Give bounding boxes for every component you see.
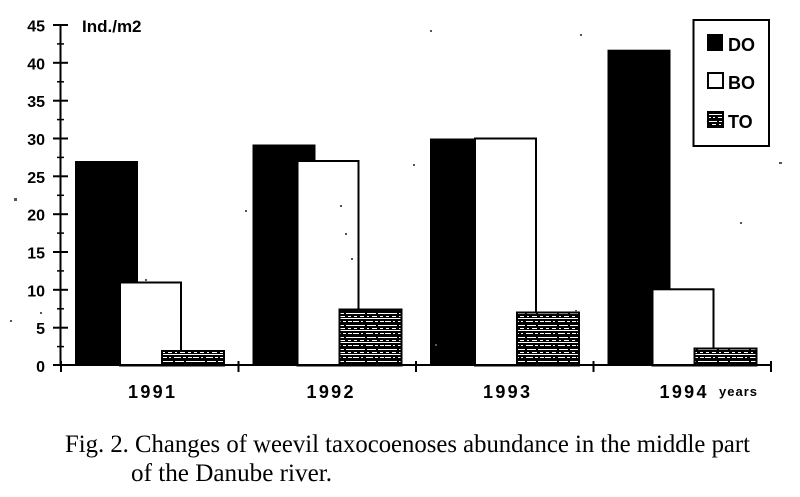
svg-text:1992: 1992 <box>307 382 354 402</box>
svg-text:30: 30 <box>27 132 45 149</box>
svg-text:TO: TO <box>728 112 753 132</box>
svg-text:years: years <box>719 384 757 399</box>
svg-text:of the Danube river.: of the Danube river. <box>131 460 332 487</box>
svg-text:5: 5 <box>36 321 45 338</box>
svg-text:25: 25 <box>27 170 45 187</box>
svg-text:1994: 1994 <box>660 382 707 402</box>
svg-text:40: 40 <box>27 56 45 73</box>
svg-text:Ind./m2: Ind./m2 <box>82 17 142 36</box>
svg-text:Fig. 2. Changes of weevil taxo: Fig. 2. Changes of weevil taxocoenoses a… <box>65 431 750 458</box>
svg-text:1991: 1991 <box>128 382 175 402</box>
svg-text:DO: DO <box>728 35 755 55</box>
svg-text:0: 0 <box>36 359 45 376</box>
svg-text:1993: 1993 <box>483 382 530 402</box>
svg-text:10: 10 <box>27 283 45 300</box>
svg-text:20: 20 <box>27 208 45 225</box>
svg-text:45: 45 <box>27 19 45 36</box>
svg-text:15: 15 <box>27 246 45 263</box>
svg-text:BO: BO <box>728 73 755 93</box>
svg-text:35: 35 <box>27 94 45 111</box>
